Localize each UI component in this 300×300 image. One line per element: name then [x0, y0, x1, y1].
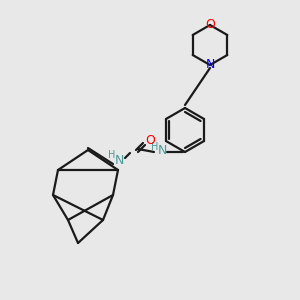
Text: N: N — [205, 58, 215, 71]
Text: H: H — [108, 150, 116, 160]
Text: H: H — [151, 142, 159, 152]
Text: N: N — [114, 154, 124, 166]
Text: O: O — [205, 19, 215, 32]
Text: O: O — [145, 134, 155, 148]
Text: N: N — [157, 145, 167, 158]
